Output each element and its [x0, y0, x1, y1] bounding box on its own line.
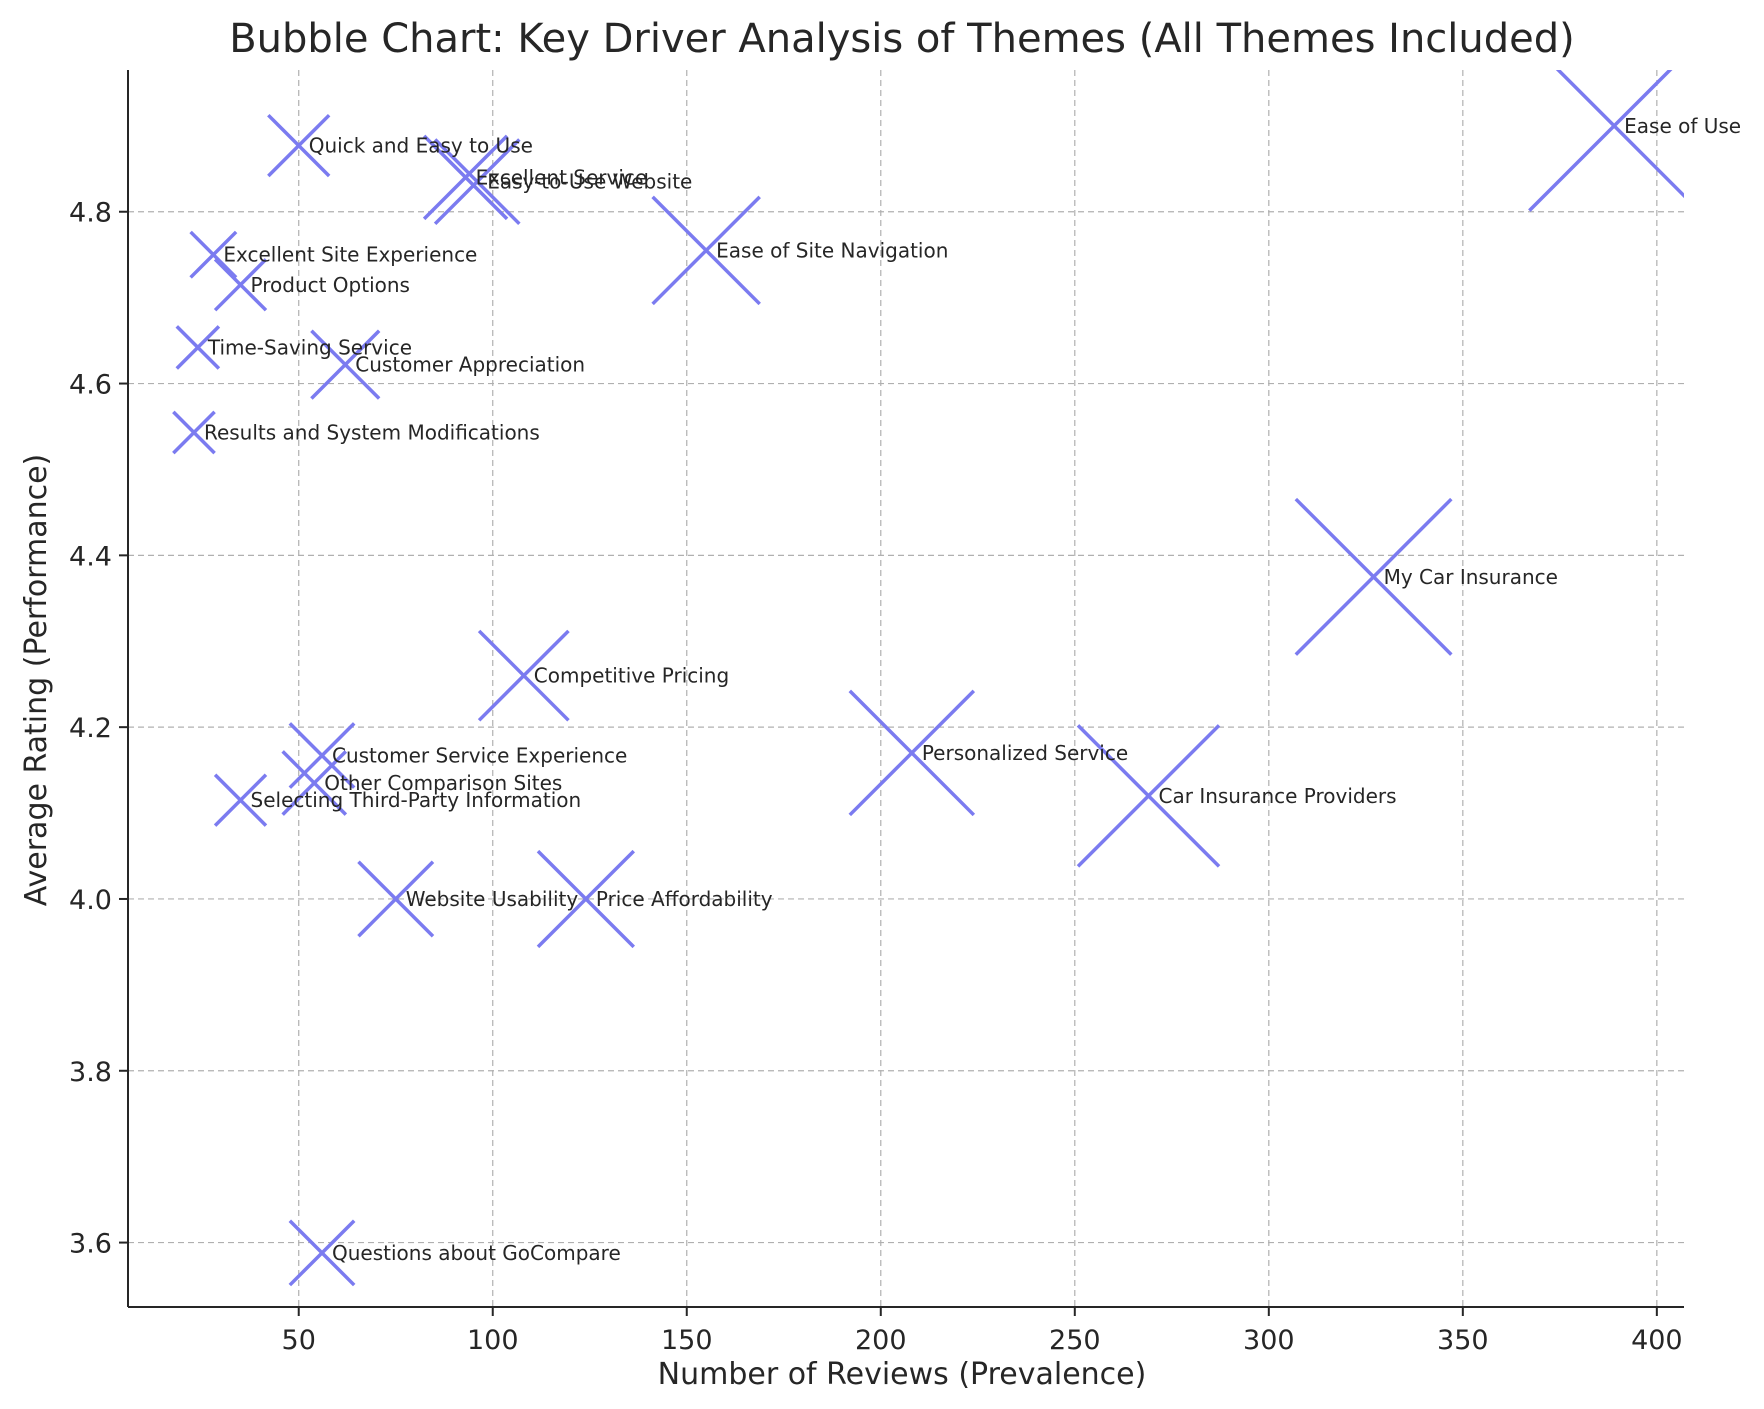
data-point-label: Quick and Easy to Use: [309, 134, 533, 158]
data-point-label: Car Insurance Providers: [1159, 784, 1397, 808]
x-tick-label: 250: [1049, 1325, 1101, 1356]
x-tick-label: 350: [1437, 1325, 1489, 1356]
x-tick-label: 400: [1631, 1325, 1683, 1356]
data-point-marker: [651, 195, 761, 306]
data-point-marker: [1076, 724, 1221, 868]
data-point-marker: [189, 230, 238, 279]
y-tick-label: 3.6: [69, 1229, 112, 1260]
data-point-marker: [536, 849, 635, 949]
data-point-label: Ease of Use: [1624, 114, 1741, 138]
y-tick-label: 4.0: [69, 885, 112, 916]
data-point-marker: [213, 773, 268, 827]
data-point-label: Ease of Site Navigation: [716, 238, 948, 262]
data-point-marker: [310, 329, 381, 400]
y-tick-label: 4.2: [69, 713, 112, 744]
data-point-marker: [213, 258, 268, 312]
x-tick-label: 100: [467, 1325, 519, 1356]
point-labels: Ease of Use My Car Insurance Car Insurance…: [204, 114, 1741, 1265]
data-point-marker: [288, 722, 356, 789]
x-tick-label: 50: [282, 1325, 316, 1356]
chart-title: Bubble Chart: Key Driver Analysis of The…: [229, 16, 1575, 62]
x-axis-label: Number of Reviews (Prevalence): [658, 1357, 1147, 1392]
data-point-label: Website Usability: [406, 887, 579, 911]
x-tick-label: 300: [1243, 1325, 1295, 1356]
data-point-marker: [357, 860, 435, 938]
data-point-label: Selecting Third-Party Information: [251, 788, 582, 812]
data-point-label: Excellent Site Experience: [223, 243, 477, 267]
data-point-marker: [175, 325, 221, 370]
data-point-label: Competitive Pricing: [534, 664, 729, 688]
data-point-marker: [1528, 70, 1684, 212]
data-point-marker: [288, 1219, 356, 1287]
data-point-label: Price Affordability: [596, 887, 773, 911]
y-tick-label: 3.8: [69, 1057, 112, 1088]
data-point-label: Product Options: [251, 273, 410, 297]
data-markers: [172, 70, 1684, 1287]
data-point-label: Personalized Service: [922, 741, 1128, 765]
y-tick-label: 4.4: [69, 541, 112, 572]
axes: 50 100 150 200 250 300 350 400 3.6 3.8 4.0 4.2 4.4 4.…: [69, 70, 1684, 1356]
y-axis-label: Average Rating (Performance): [19, 454, 54, 907]
x-tick-label: 150: [661, 1325, 713, 1356]
data-point-label: Questions about GoCompare: [332, 1241, 621, 1265]
data-point-marker: [433, 138, 521, 226]
grid-lines: [128, 70, 1684, 1307]
data-point-marker: [848, 689, 976, 817]
x-tick-label: 200: [855, 1325, 907, 1356]
data-point-marker: [267, 113, 331, 178]
data-point-label: Customer Service Experience: [332, 744, 627, 768]
data-point-label: Other Comparison Sites: [324, 771, 562, 795]
data-point-label: Easy-to-Use Website: [487, 170, 692, 194]
data-point-marker: [422, 134, 509, 221]
data-point-marker: [477, 629, 570, 722]
data-point-label: Excellent Service: [476, 165, 648, 189]
data-point-marker: [281, 750, 348, 816]
data-point-label: Time-Saving Service: [207, 335, 412, 359]
y-tick-label: 4.6: [69, 370, 112, 401]
data-point-marker: [172, 410, 216, 455]
data-point-marker: [1294, 497, 1453, 656]
data-point-label: Customer Appreciation: [355, 353, 585, 377]
data-point-label: My Car Insurance: [1384, 565, 1558, 589]
data-point-label: Results and System Modifications: [204, 421, 540, 445]
y-tick-label: 4.8: [69, 198, 112, 229]
